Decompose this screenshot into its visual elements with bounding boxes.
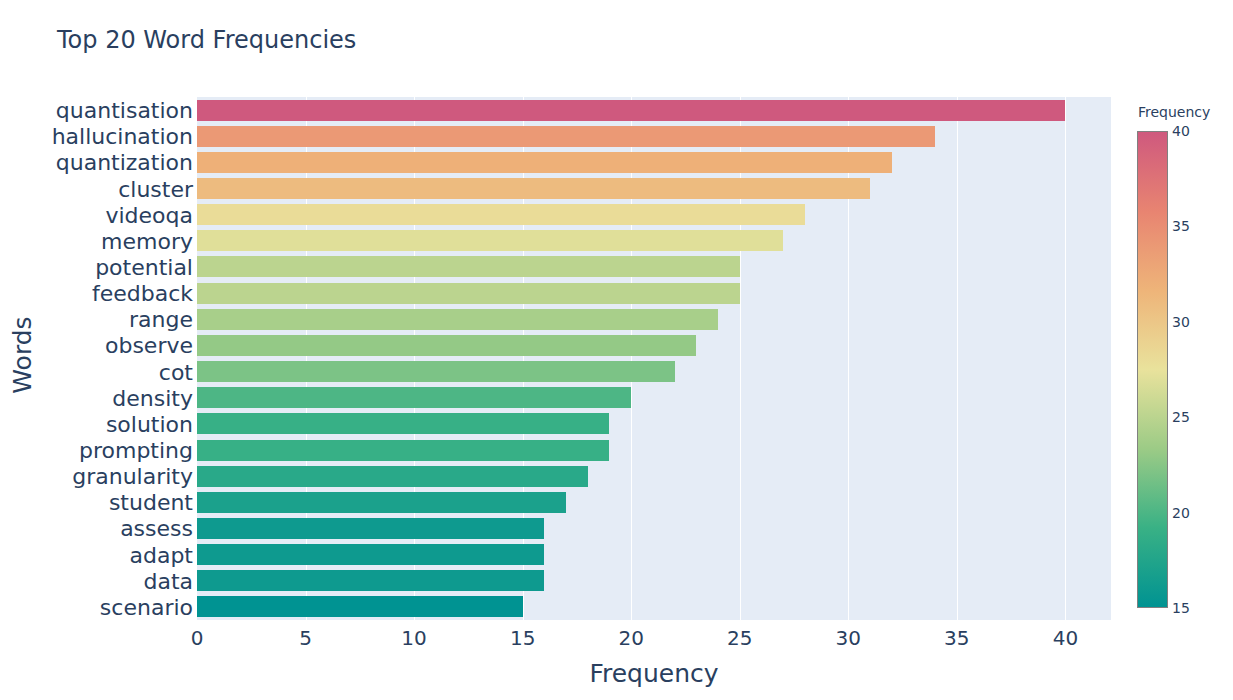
y-tick-label: videoqa [0, 202, 193, 227]
bar-scenario [197, 596, 523, 617]
bar-potential [197, 256, 740, 277]
colorbar-tick-label: 25 [1172, 409, 1190, 425]
y-tick-label: prompting [0, 438, 193, 463]
bar-row [197, 437, 1111, 463]
bar-feedback [197, 283, 740, 304]
y-tick-label: scenario [0, 594, 193, 619]
bar-hallucination [197, 126, 935, 147]
bar-observe [197, 335, 696, 356]
chart-title: Top 20 Word Frequencies [57, 26, 356, 54]
colorbar-tick-label: 15 [1172, 600, 1190, 616]
y-tick-label: data [0, 568, 193, 593]
bar-row [197, 359, 1111, 385]
bar-row [197, 202, 1111, 228]
bar-adapt [197, 544, 544, 565]
y-tick-label: solution [0, 411, 193, 436]
bar-assess [197, 518, 544, 539]
bar-prompting [197, 440, 609, 461]
bar-quantisation [197, 100, 1065, 121]
bar-solution [197, 413, 609, 434]
bar-row [197, 97, 1111, 123]
bar-row [197, 123, 1111, 149]
y-tick-label: quantisation [0, 98, 193, 123]
bar-row [197, 594, 1111, 620]
x-tick-label: 0 [191, 626, 204, 650]
colorbar-title: Frequency [1138, 104, 1210, 120]
bar-chart-figure: Top 20 Word Frequencies quantisationhall… [0, 0, 1233, 700]
bar-row [197, 385, 1111, 411]
colorbar-tick-label: 30 [1172, 314, 1190, 330]
x-tick-label: 25 [727, 626, 752, 650]
bar-row [197, 568, 1111, 594]
y-axis-title: Words [8, 316, 37, 393]
x-tick-label: 5 [299, 626, 312, 650]
bar-row [197, 332, 1111, 358]
bar-granularity [197, 466, 588, 487]
bar-row [197, 463, 1111, 489]
y-tick-label: adapt [0, 542, 193, 567]
colorbar-tick-label: 35 [1172, 218, 1190, 234]
x-tick-label: 20 [618, 626, 643, 650]
bar-row [197, 254, 1111, 280]
plot-area [197, 97, 1111, 620]
y-tick-label: granularity [0, 464, 193, 489]
colorbar-gradient [1137, 131, 1168, 608]
y-tick-label: potential [0, 254, 193, 279]
bar-row [197, 489, 1111, 515]
x-axis-tick-labels: 0 5 10 15 20 25 30 35 40 [0, 626, 1233, 654]
bar-row [197, 542, 1111, 568]
colorbar-tick-label: 40 [1172, 123, 1190, 139]
bar-memory [197, 230, 783, 251]
bar-quantization [197, 152, 892, 173]
y-tick-label: hallucination [0, 124, 193, 149]
x-tick-label: 10 [401, 626, 426, 650]
y-tick-label: student [0, 490, 193, 515]
bar-row [197, 306, 1111, 332]
bar-row [197, 280, 1111, 306]
x-tick-label: 35 [944, 626, 969, 650]
bar-density [197, 387, 631, 408]
bar-row [197, 175, 1111, 201]
x-tick-label: 30 [836, 626, 861, 650]
bar-student [197, 492, 566, 513]
y-tick-label: feedback [0, 281, 193, 306]
bar-row [197, 228, 1111, 254]
y-tick-label: assess [0, 516, 193, 541]
x-tick-label: 15 [510, 626, 535, 650]
x-tick-label: 40 [1053, 626, 1078, 650]
y-tick-label: memory [0, 228, 193, 253]
bar-row [197, 515, 1111, 541]
y-tick-label: cluster [0, 176, 193, 201]
bar-videoqa [197, 204, 805, 225]
bar-row [197, 149, 1111, 175]
bar-range [197, 309, 718, 330]
bar-data [197, 570, 544, 591]
x-axis-title: Frequency [589, 659, 718, 688]
bar-row [197, 411, 1111, 437]
colorbar-tick-label: 20 [1172, 505, 1190, 521]
y-tick-label: quantization [0, 150, 193, 175]
bar-cot [197, 361, 675, 382]
bar-cluster [197, 178, 870, 199]
